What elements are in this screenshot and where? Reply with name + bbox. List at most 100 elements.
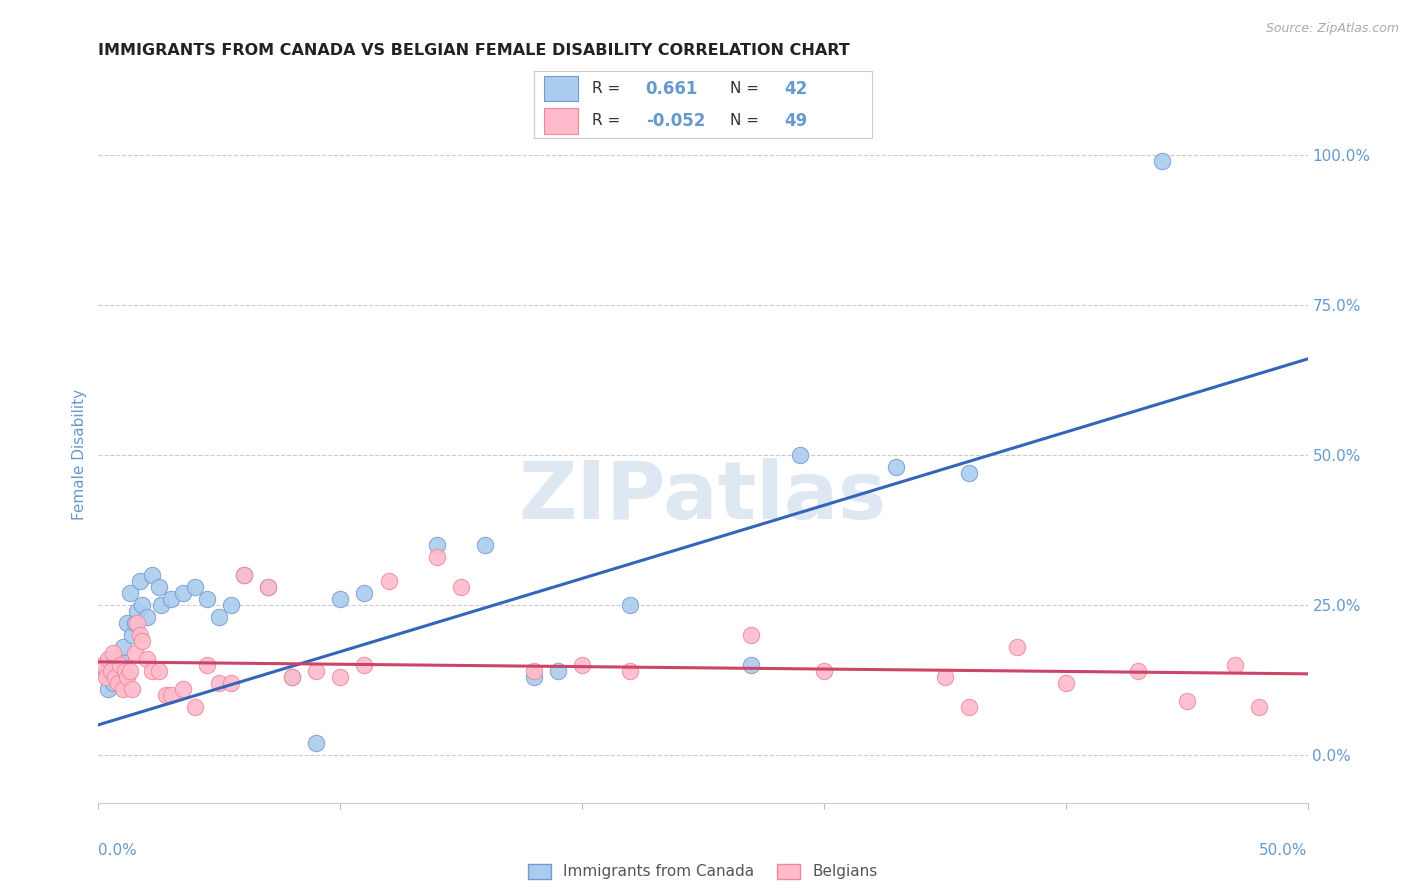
- Point: [128, 574, 150, 588]
- Bar: [544, 76, 578, 102]
- Point: [305, 664, 328, 678]
- Point: [172, 681, 194, 696]
- Legend: Immigrants from Canada, Belgians: Immigrants from Canada, Belgians: [522, 857, 884, 886]
- Point: [104, 657, 127, 672]
- Point: [141, 567, 163, 582]
- Point: [353, 657, 375, 672]
- Point: [195, 657, 218, 672]
- Text: Source: ZipAtlas.com: Source: ZipAtlas.com: [1265, 22, 1399, 36]
- Point: [94, 670, 117, 684]
- Point: [281, 670, 304, 684]
- Point: [619, 664, 641, 678]
- Point: [1249, 699, 1271, 714]
- Point: [117, 615, 139, 630]
- Point: [135, 610, 157, 624]
- Text: N =: N =: [730, 113, 759, 128]
- Point: [114, 670, 136, 684]
- Point: [740, 657, 762, 672]
- Point: [117, 670, 139, 684]
- Point: [571, 657, 593, 672]
- Point: [150, 598, 173, 612]
- Point: [1128, 664, 1150, 678]
- Point: [124, 615, 146, 630]
- Y-axis label: Female Disability: Female Disability: [72, 389, 87, 521]
- Point: [160, 591, 183, 606]
- Point: [353, 586, 375, 600]
- Point: [101, 676, 124, 690]
- Point: [1007, 640, 1029, 654]
- Point: [426, 538, 449, 552]
- Point: [91, 657, 114, 672]
- Point: [141, 664, 163, 678]
- Point: [474, 538, 496, 552]
- Point: [281, 670, 304, 684]
- Text: 0.661: 0.661: [645, 79, 697, 98]
- Point: [148, 664, 170, 678]
- Text: N =: N =: [730, 81, 759, 96]
- Point: [789, 448, 811, 462]
- Point: [329, 670, 352, 684]
- Point: [232, 567, 254, 582]
- Point: [155, 688, 177, 702]
- Point: [547, 664, 569, 678]
- Point: [184, 580, 207, 594]
- Point: [957, 466, 980, 480]
- Point: [934, 670, 956, 684]
- Point: [124, 646, 146, 660]
- Point: [121, 681, 143, 696]
- Point: [111, 681, 134, 696]
- Bar: [544, 108, 578, 134]
- Point: [184, 699, 207, 714]
- Point: [100, 664, 122, 678]
- Point: [131, 598, 153, 612]
- Point: [740, 628, 762, 642]
- Text: 0.0%: 0.0%: [98, 843, 138, 858]
- Point: [221, 598, 243, 612]
- Point: [121, 628, 143, 642]
- Point: [1054, 676, 1077, 690]
- Point: [195, 591, 218, 606]
- Point: [256, 580, 278, 594]
- Text: IMMIGRANTS FROM CANADA VS BELGIAN FEMALE DISABILITY CORRELATION CHART: IMMIGRANTS FROM CANADA VS BELGIAN FEMALE…: [98, 43, 851, 58]
- Text: R =: R =: [592, 81, 620, 96]
- Point: [101, 646, 124, 660]
- Point: [450, 580, 472, 594]
- Point: [131, 633, 153, 648]
- Point: [305, 736, 328, 750]
- Point: [208, 676, 231, 690]
- Text: -0.052: -0.052: [645, 112, 704, 130]
- Point: [148, 580, 170, 594]
- Point: [128, 628, 150, 642]
- Point: [107, 664, 129, 678]
- Point: [104, 670, 127, 684]
- Point: [957, 699, 980, 714]
- Point: [118, 664, 141, 678]
- Point: [127, 604, 149, 618]
- Point: [118, 586, 141, 600]
- Point: [232, 567, 254, 582]
- Text: 49: 49: [785, 112, 807, 130]
- Point: [1223, 657, 1246, 672]
- Text: ZIPatlas: ZIPatlas: [519, 458, 887, 536]
- Point: [172, 586, 194, 600]
- Point: [108, 652, 131, 666]
- Point: [426, 549, 449, 564]
- Point: [813, 664, 835, 678]
- Point: [127, 615, 149, 630]
- Point: [108, 657, 131, 672]
- Point: [160, 688, 183, 702]
- Point: [619, 598, 641, 612]
- Text: 50.0%: 50.0%: [1260, 843, 1308, 858]
- Point: [1152, 154, 1174, 169]
- Point: [1175, 694, 1198, 708]
- Point: [97, 652, 120, 666]
- Point: [107, 676, 129, 690]
- Point: [221, 676, 243, 690]
- Point: [523, 670, 546, 684]
- Point: [329, 591, 352, 606]
- Point: [523, 664, 546, 678]
- Point: [135, 652, 157, 666]
- Point: [208, 610, 231, 624]
- Point: [100, 670, 122, 684]
- Point: [886, 459, 908, 474]
